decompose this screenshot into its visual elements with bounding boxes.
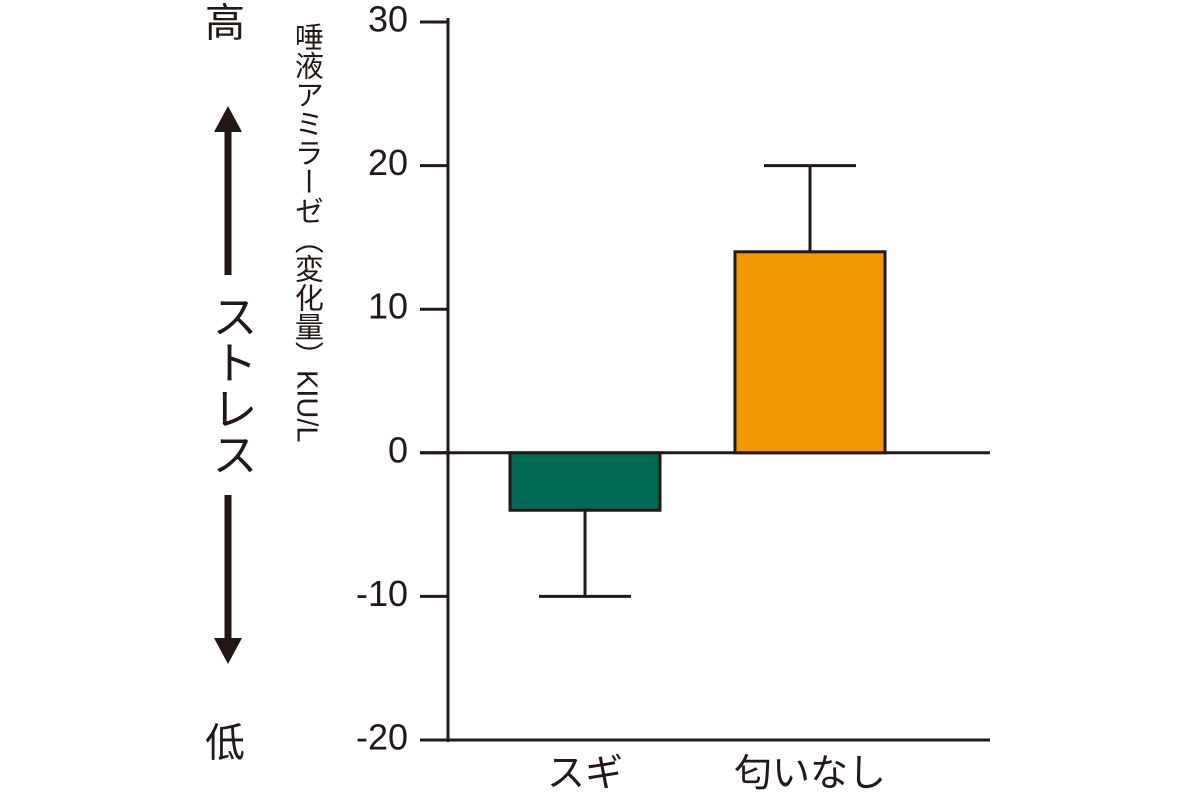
bar	[733, 250, 887, 455]
x-tick-label: スギ	[547, 753, 623, 795]
y-tick-label: 10	[368, 286, 408, 327]
annotation-high: 高	[205, 2, 245, 46]
annotation-low: 低	[205, 722, 245, 766]
y-tick-label: 20	[368, 142, 408, 183]
x-tick-label: 匂いなし	[734, 753, 886, 795]
arrow-head	[214, 638, 242, 664]
y-tick-label: 30	[368, 0, 408, 40]
y-tick-label: -10	[356, 573, 408, 614]
annotation-stress: ストレス	[206, 293, 258, 477]
y-axis-label: 唾液アミラーゼ（変化量）KIU/L	[290, 22, 324, 443]
y-tick-label: -20	[356, 717, 408, 758]
bar	[508, 451, 662, 512]
y-tick-label: 0	[388, 429, 408, 470]
arrows	[214, 106, 242, 664]
arrow-head	[214, 106, 242, 132]
